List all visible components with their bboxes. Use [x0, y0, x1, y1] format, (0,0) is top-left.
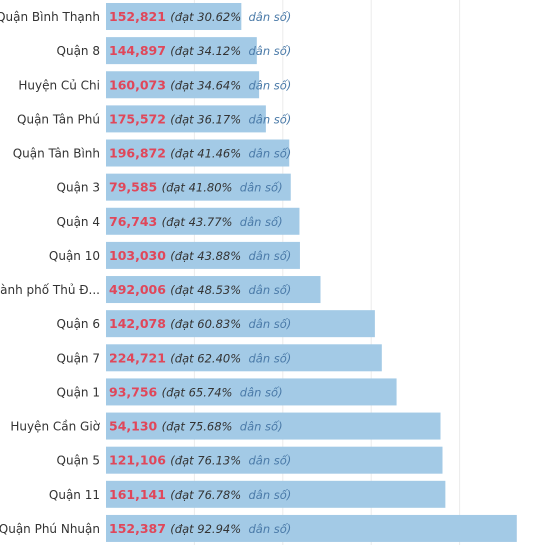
count-label: 492,006 [109, 282, 170, 297]
suffix-label: dân số) [248, 488, 291, 502]
suffix-label: dân số) [240, 420, 283, 434]
count-label: 79,585 [109, 180, 162, 195]
bar[interactable] [106, 446, 443, 474]
suffix-label: dân số) [248, 351, 291, 365]
percent-label: (đạt 65.74% [162, 385, 240, 399]
percent-label: (đạt 75.68% [162, 420, 240, 434]
suffix-label: dân số) [248, 249, 291, 263]
suffix-label: dân số) [248, 454, 291, 468]
data-label: 224,721 (đạt 62.40% dân số) [109, 350, 291, 365]
count-label: 76,743 [109, 214, 162, 229]
category-label: Quận 7 [57, 351, 100, 365]
count-label: 224,721 [109, 350, 170, 365]
suffix-label: dân số) [248, 317, 291, 331]
percent-label: (đạt 48.53% [170, 283, 248, 297]
bar[interactable] [106, 173, 291, 201]
count-label: 93,756 [109, 384, 162, 399]
bar[interactable] [106, 105, 266, 133]
suffix-label: dân số) [248, 147, 291, 161]
bar[interactable] [106, 412, 441, 440]
percent-label: (đạt 76.13% [170, 454, 248, 468]
suffix-label: dân số) [240, 181, 283, 195]
data-label: 76,743 (đạt 43.77% dân số) [109, 214, 283, 229]
suffix-label: dân số) [240, 385, 283, 399]
data-label: 103,030 (đạt 43.88% dân số) [109, 248, 291, 263]
count-label: 161,141 [109, 487, 170, 502]
category-label: Quận 10 [49, 249, 100, 263]
percent-label: (đạt 43.88% [170, 249, 248, 263]
percent-label: (đạt 34.64% [170, 78, 248, 92]
bar[interactable] [106, 71, 260, 99]
bar[interactable] [106, 378, 397, 406]
percent-label: (đạt 62.40% [170, 351, 248, 365]
data-label: 160,073 (đạt 34.64% dân số) [109, 77, 291, 92]
bar[interactable] [106, 344, 382, 372]
category-label: Quận 1 [57, 385, 100, 399]
suffix-label: dân số) [240, 215, 283, 229]
data-label: 142,078 (đạt 60.83% dân số) [109, 316, 291, 331]
bar[interactable] [106, 480, 446, 508]
count-label: 175,572 [109, 111, 170, 126]
data-label: 121,106 (đạt 76.13% dân số) [109, 453, 291, 468]
count-label: 152,387 [109, 521, 170, 536]
percent-label: (đạt 76.78% [170, 488, 248, 502]
suffix-label: dân số) [248, 112, 291, 126]
count-label: 152,821 [109, 9, 170, 24]
data-label: 54,130 (đạt 75.68% dân số) [109, 419, 283, 434]
data-label: 161,141 (đạt 76.78% dân số) [109, 487, 291, 502]
percent-label: (đạt 60.83% [170, 317, 248, 331]
count-label: 121,106 [109, 453, 170, 468]
percent-label: (đạt 43.77% [162, 215, 240, 229]
category-label: Quận 8 [57, 44, 100, 58]
suffix-label: dân số) [248, 10, 291, 24]
percent-label: (đạt 30.62% [170, 10, 248, 24]
data-label: 152,387 (đạt 92.94% dân số) [109, 521, 291, 536]
percent-label: (đạt 41.46% [170, 147, 248, 161]
category-label: Quận 4 [57, 215, 100, 229]
bar[interactable] [106, 514, 517, 542]
data-label: 79,585 (đạt 41.80% dân số) [109, 180, 283, 195]
data-label: 196,872 (đạt 41.46% dân số) [109, 146, 291, 161]
bar[interactable] [106, 3, 242, 30]
bar[interactable] [106, 37, 257, 65]
bars-group: Quận Bình Thạnh 152,821 (đạt 30.62% dân s… [0, 3, 517, 542]
category-label: Quận Tân Phú [17, 112, 100, 126]
count-label: 144,897 [109, 43, 170, 58]
category-label: Huyện Cần Giờ [10, 420, 100, 434]
category-label: Huyện Củ Chi [18, 78, 100, 92]
suffix-label: dân số) [248, 44, 291, 58]
count-label: 196,872 [109, 146, 170, 161]
suffix-label: dân số) [248, 78, 291, 92]
suffix-label: dân số) [248, 522, 291, 536]
data-label: 93,756 (đạt 65.74% dân số) [109, 384, 283, 399]
percent-label: (đạt 92.94% [170, 522, 248, 536]
count-label: 103,030 [109, 248, 170, 263]
category-label: Quận 6 [57, 317, 100, 331]
percent-label: (đạt 41.80% [162, 181, 240, 195]
suffix-label: dân số) [248, 283, 291, 297]
bar[interactable] [106, 139, 290, 167]
bar[interactable] [106, 207, 300, 235]
bar[interactable] [106, 310, 375, 338]
data-label: 492,006 (đạt 48.53% dân số) [109, 282, 291, 297]
data-label: 152,821 (đạt 30.62% dân số) [109, 9, 291, 24]
percent-label: (đạt 34.12% [170, 44, 248, 58]
category-label: Quận Phú Nhuận [0, 522, 100, 536]
count-label: 160,073 [109, 77, 170, 92]
category-label: Quận 11 [49, 488, 100, 502]
bar[interactable] [106, 276, 321, 304]
category-label: Thành phố Thủ Đ... [0, 283, 100, 297]
category-label: Quận 5 [57, 454, 100, 468]
data-label: 144,897 (đạt 34.12% dân số) [109, 43, 291, 58]
count-label: 142,078 [109, 316, 170, 331]
bar[interactable] [106, 241, 300, 269]
category-label: Quận Tân Bình [13, 147, 100, 161]
category-label: Quận Bình Thạnh [0, 10, 100, 24]
category-label: Quận 3 [57, 181, 100, 195]
percent-label: (đạt 36.17% [170, 112, 248, 126]
data-label: 175,572 (đạt 36.17% dân số) [109, 111, 291, 126]
count-label: 54,130 [109, 419, 162, 434]
